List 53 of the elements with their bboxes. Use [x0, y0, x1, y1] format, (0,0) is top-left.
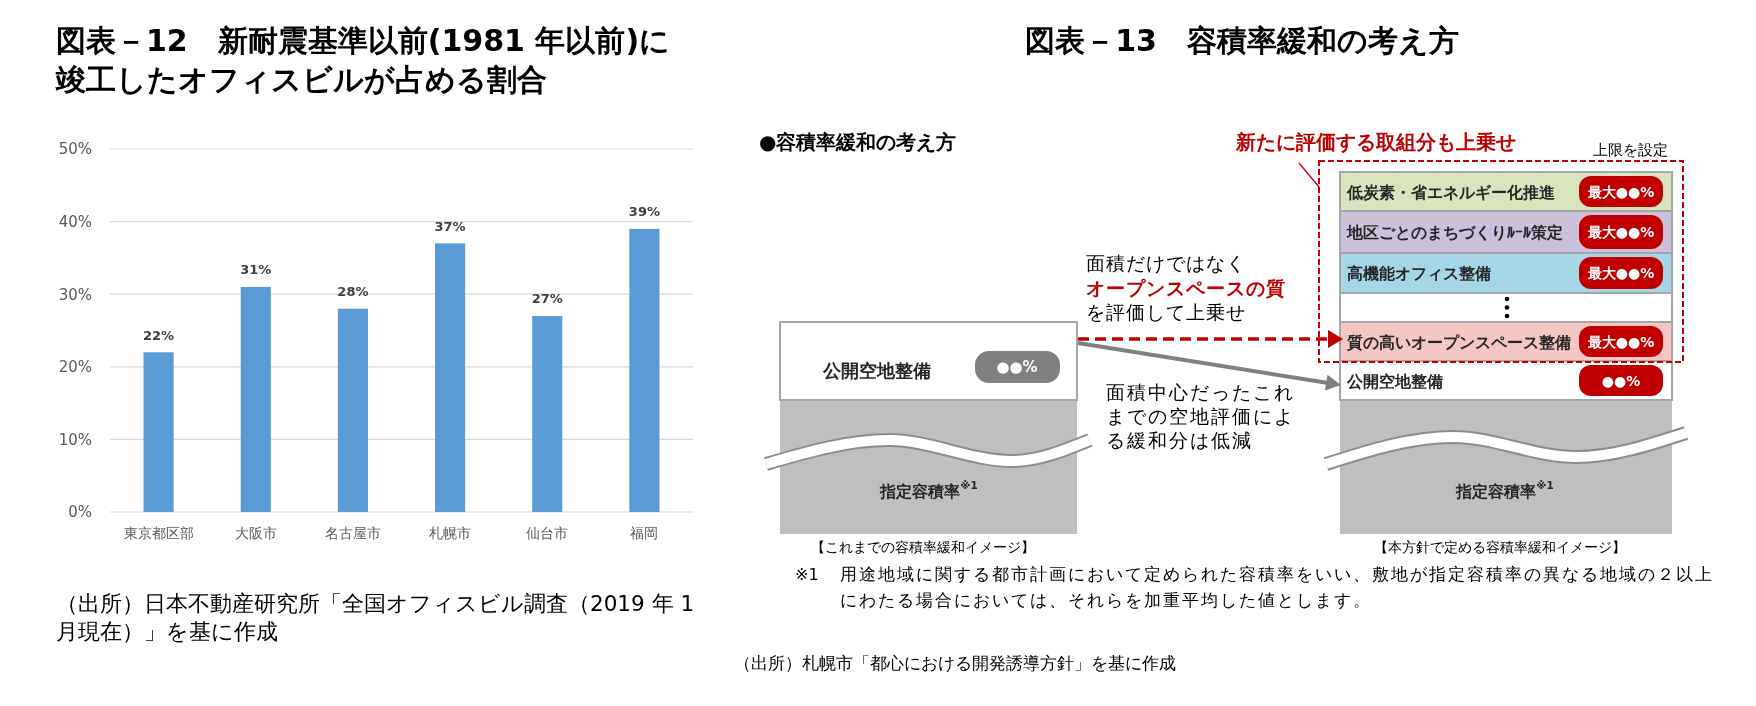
data-label: 28% [337, 284, 369, 300]
x-tick-label: 仙台市 [526, 524, 569, 541]
bar [337, 308, 368, 512]
y-tick-label: 20% [58, 358, 92, 377]
chart-title: 図表－12 新耐震基準以前(1981 年以前)に竣工したオフィスビルが占める割合 [55, 22, 671, 97]
text: 指定容積率$^{※1}$ [879, 479, 978, 501]
text: 高機能オフィス整備 [1347, 263, 1491, 283]
y-tick-label: 30% [58, 285, 92, 304]
text: 面積中心だったこれまでの空地評価による緩和分は低減 [1106, 381, 1295, 451]
x-tick-label: 名古屋市 [324, 524, 381, 541]
x-tick-label: 福岡 [630, 524, 659, 541]
y-tick-label: 0% [68, 503, 92, 522]
text: （出所）札幌市「都心における開発誘導方針」を基に作成 [734, 653, 1176, 673]
text: ●容積率緩和の考え方 [759, 130, 957, 154]
data-label: 37% [434, 218, 466, 234]
data-label: 39% [628, 204, 660, 220]
text: 公開空地整備 [1346, 371, 1443, 390]
text: 新たに評価する取組分も上乗せ [1235, 130, 1516, 154]
text: 地区ごとのまちづくりﾙｰﾙ策定 [1346, 222, 1563, 242]
data-label: 31% [240, 262, 272, 278]
text: 図表－13 容積率緩和の考え方 [1025, 22, 1459, 58]
text: 最大●●% [1586, 183, 1655, 200]
text: 最大●●% [1586, 265, 1655, 281]
text: 最大●●% [1586, 224, 1655, 240]
text: 面積だけではなく [1086, 252, 1246, 274]
text: 指定容積率$^{※1}$ [1455, 479, 1554, 501]
y-tick-label: 50% [58, 140, 92, 159]
bar [240, 286, 271, 512]
bar [629, 228, 660, 512]
text: 質の高いオープンスペース整備 [1346, 332, 1571, 351]
data-label: 27% [531, 291, 563, 307]
x-tick-label: 札幌市 [429, 524, 472, 541]
bar [532, 315, 563, 512]
text: 公開空地整備 [822, 359, 931, 381]
bar [435, 243, 466, 512]
y-tick-label: 40% [58, 212, 92, 231]
text: 上限を設定 [1593, 141, 1668, 159]
y-tick-label: 10% [58, 430, 92, 449]
bar [143, 352, 174, 512]
text: ●●% [996, 358, 1038, 376]
text: 用途地域に関する都市計画において定められた容積率をいい、敷地が指定容積率の異なる地域の２以上にわたる場合においては、それらを加重平均した値とします。 [840, 564, 1714, 610]
text: オープンスペースの質 [1086, 277, 1286, 299]
text: 最大●●% [1586, 333, 1655, 350]
x-tick-label: 大阪市 [234, 524, 277, 541]
text: を評価して上乗せ [1086, 301, 1246, 323]
x-tick-label: 東京都区部 [123, 524, 194, 541]
text: ●●% [1601, 372, 1641, 389]
text: 低炭素・省エネルギー化推進 [1346, 182, 1556, 201]
data-label: 22% [143, 327, 175, 343]
text: （出所）日本不動産研究所「全国オフィスビル調査（2019 年 1 月現在）」を基に作成 [56, 590, 701, 644]
text: 【本方針で定める容積率緩和イメージ】 [1374, 539, 1626, 555]
text: 【これまでの容積率緩和イメージ】 [811, 539, 1035, 555]
text: ※1 [795, 564, 819, 584]
